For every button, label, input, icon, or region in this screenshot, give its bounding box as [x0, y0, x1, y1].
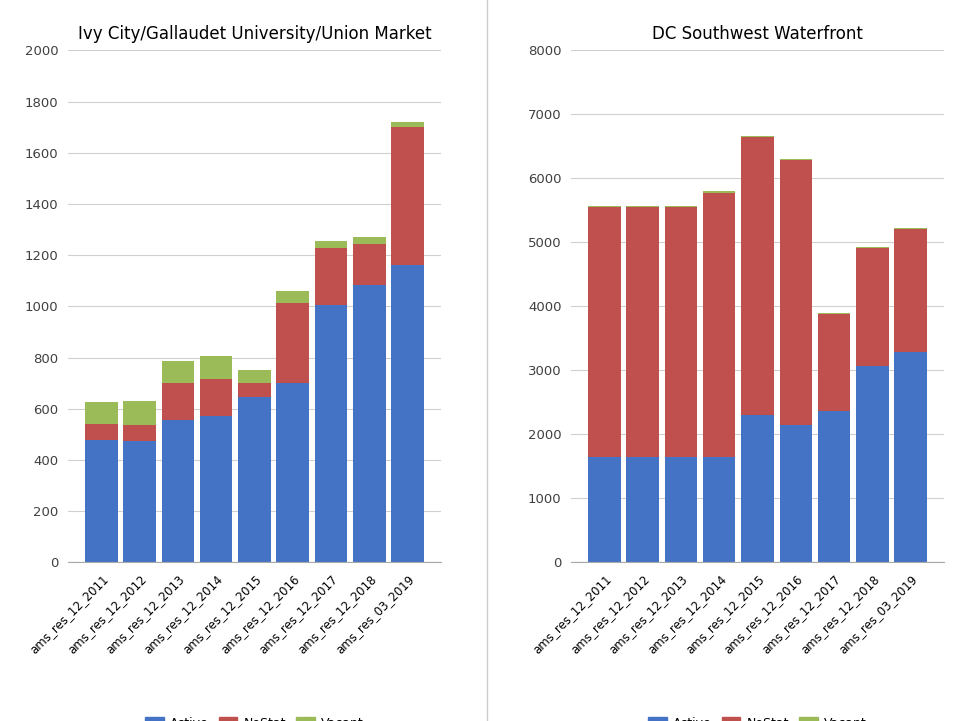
Bar [665, 207, 698, 457]
Bar [856, 248, 888, 366]
Bar [741, 136, 774, 137]
Bar [627, 457, 659, 562]
Bar [276, 291, 309, 303]
Bar [779, 425, 812, 562]
Bar [124, 441, 156, 562]
Bar [703, 457, 736, 562]
Bar [665, 206, 698, 207]
Title: DC Southwest Waterfront: DC Southwest Waterfront [652, 25, 863, 43]
Bar [314, 247, 347, 305]
Bar [391, 265, 424, 562]
Bar [779, 159, 812, 160]
Bar [391, 127, 424, 265]
Bar [588, 207, 621, 457]
Bar [856, 247, 888, 248]
Bar [199, 379, 233, 417]
Title: Ivy City/Gallaudet University/Union Market: Ivy City/Gallaudet University/Union Mark… [78, 25, 431, 43]
Bar [162, 361, 195, 384]
Bar [124, 425, 156, 441]
Bar [817, 314, 850, 412]
Bar [124, 401, 156, 425]
Legend: Active, NoStat, Vacant: Active, NoStat, Vacant [643, 712, 872, 721]
Bar [703, 193, 736, 457]
Bar [199, 356, 233, 379]
Bar [162, 420, 195, 562]
Bar [703, 191, 736, 193]
Bar [817, 412, 850, 562]
Bar [894, 229, 927, 353]
Bar [238, 397, 270, 562]
Bar [779, 160, 812, 425]
Bar [276, 384, 309, 562]
Bar [85, 440, 118, 562]
Legend: Active, NoStat, Vacant: Active, NoStat, Vacant [140, 712, 369, 721]
Bar [741, 415, 774, 562]
Bar [894, 228, 927, 229]
Bar [238, 371, 270, 384]
Bar [162, 384, 195, 420]
Bar [314, 241, 347, 247]
Bar [238, 384, 270, 397]
Bar [353, 285, 385, 562]
Bar [353, 244, 385, 285]
Bar [588, 457, 621, 562]
Bar [741, 137, 774, 415]
Bar [856, 366, 888, 562]
Bar [817, 313, 850, 314]
Bar [588, 206, 621, 207]
Bar [391, 122, 424, 127]
Bar [627, 206, 659, 207]
Bar [314, 305, 347, 562]
Bar [665, 457, 698, 562]
Bar [85, 424, 118, 440]
Bar [894, 353, 927, 562]
Bar [276, 303, 309, 384]
Bar [353, 237, 385, 244]
Bar [199, 417, 233, 562]
Bar [85, 402, 118, 424]
Bar [627, 207, 659, 457]
